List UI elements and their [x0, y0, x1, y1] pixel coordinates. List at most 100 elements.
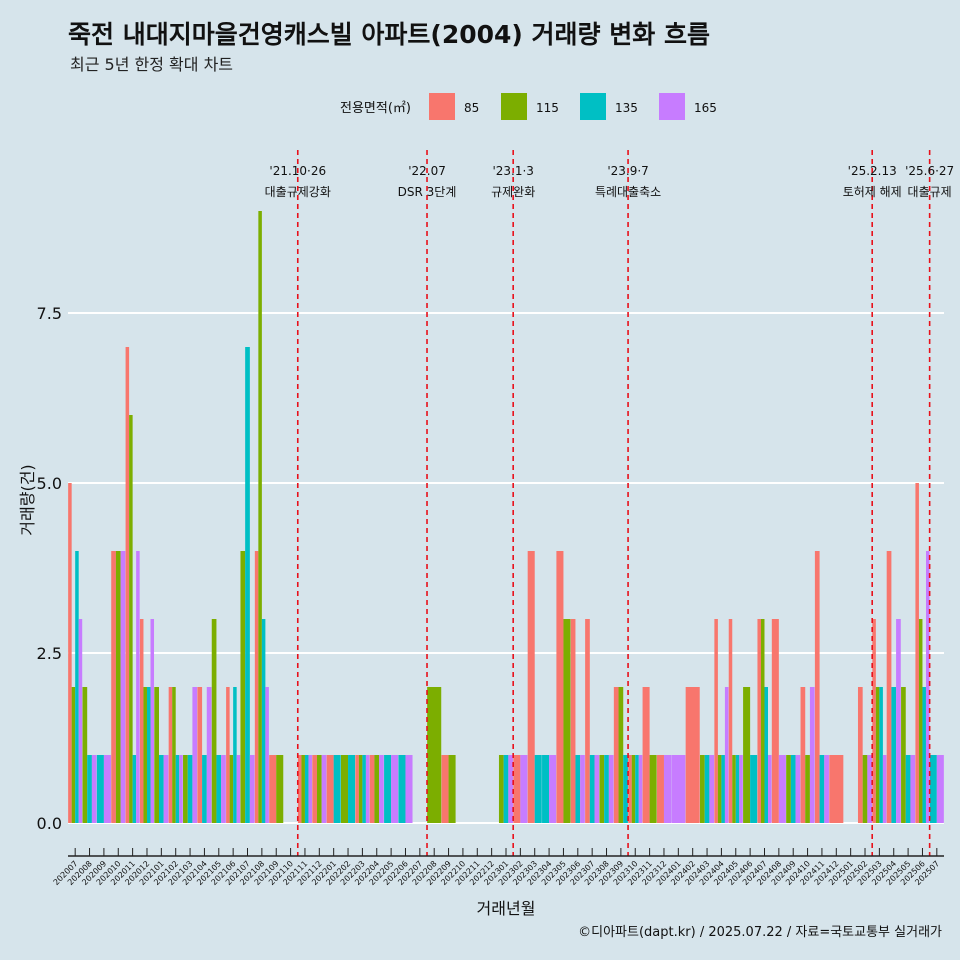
bar-115-202308	[599, 755, 605, 823]
bar-85-202412	[829, 755, 844, 823]
bar-115-202311	[649, 755, 657, 823]
bar-135-202301	[503, 755, 509, 823]
bar-85-202408	[771, 619, 779, 823]
chart-title: 죽전 내대지마을건영캐스빌 아파트(2004) 거래량 변화 흐름	[68, 20, 710, 49]
event-date: '25.2.13	[848, 164, 897, 178]
bar-85-202011	[125, 347, 130, 823]
event-label: 토허제 해제	[843, 185, 902, 199]
bar-135-202011	[132, 755, 137, 823]
bar-165-202404	[724, 687, 729, 823]
x-axis: 2020072020082020092020102020112020122021…	[52, 848, 944, 887]
bar-85-202209	[441, 755, 449, 823]
bar-85-202201	[326, 755, 334, 823]
bar-135-202009	[96, 755, 104, 823]
event-markers: '21.10·26 대출규제강화 '22.07 DSR 3단계 '23.1·3 규제완화 '…	[265, 150, 954, 856]
bar-135-202106	[233, 687, 237, 823]
bar-85-202307	[585, 619, 590, 823]
legend-label-115: 115	[536, 101, 559, 115]
bar-115-202010	[115, 551, 121, 823]
bar-165-202507	[936, 755, 944, 823]
bar-85-202104	[197, 687, 203, 823]
bar-115-202502	[862, 755, 868, 823]
y-tick-label: 2.5	[37, 644, 62, 663]
bar-165-202409	[795, 755, 801, 823]
bar-115-202209	[448, 755, 456, 823]
bar-135-202101	[158, 755, 164, 823]
event-date: '25.6·27	[905, 164, 954, 178]
bar-115-202102	[172, 687, 176, 823]
bar-135-202008	[87, 755, 92, 823]
bar-165-202102	[179, 755, 183, 823]
bar-85-202306	[570, 619, 576, 823]
bars	[68, 211, 944, 823]
bar-135-202105	[216, 755, 222, 823]
bar-135-202507	[929, 755, 937, 823]
bar-85-202203	[355, 755, 359, 823]
legend-label-135: 135	[615, 101, 638, 115]
bar-115-202407	[760, 619, 765, 823]
bar-85-202302	[513, 755, 521, 823]
bar-165-202312	[663, 755, 672, 823]
bar-115-202011	[129, 415, 133, 823]
bar-135-202007	[75, 551, 79, 823]
event-label: 특례대출축소	[595, 185, 661, 199]
event-date: '23.1·3	[492, 164, 533, 178]
bar-165-202205	[391, 755, 399, 823]
bar-85-202504	[886, 551, 892, 823]
bar-115-202203	[358, 755, 363, 823]
bar-115-202109	[276, 755, 284, 823]
bar-115-202008	[82, 687, 88, 823]
bar-135-202206	[398, 755, 406, 823]
event-date: '22.07	[408, 164, 446, 178]
legend: 전용면적(㎡) 85 115 135 165	[340, 93, 717, 120]
bar-115-202105	[211, 619, 217, 823]
bar-115-202409	[786, 755, 791, 823]
bar-135-202406	[750, 755, 758, 823]
bar-135-202202	[348, 755, 356, 823]
bar-115-202404	[717, 755, 722, 823]
bar-165-202307	[594, 755, 600, 823]
bar-115-202111	[301, 755, 305, 823]
bar-115-202406	[743, 687, 751, 823]
bar-85-202108	[254, 551, 259, 823]
bar-85-202303	[527, 551, 535, 823]
y-tick-label: 0.0	[37, 814, 62, 833]
bar-115-202505	[901, 687, 906, 823]
bar-85-202402	[685, 687, 700, 823]
bar-165-202505	[910, 755, 916, 823]
bar-85-202112	[312, 755, 317, 823]
bar-165-202308	[608, 755, 614, 823]
bar-85-202310	[628, 755, 632, 823]
event-label: 대출규제	[908, 185, 952, 199]
caption: ©디아파트(dapt.kr) / 2025.07.22 / 자료=국토교통부 실…	[578, 925, 942, 940]
bar-135-202503	[879, 687, 883, 823]
bar-165-202203	[365, 755, 370, 823]
bar-135-202201	[333, 755, 341, 823]
bar-85-202111	[297, 755, 302, 823]
bar-135-202111	[304, 755, 309, 823]
bar-115-202103	[183, 755, 188, 823]
bar-115-202305	[563, 619, 571, 823]
bar-135-202405	[735, 755, 740, 823]
bar-115-202405	[732, 755, 736, 823]
legend-key-135	[580, 93, 606, 120]
bar-135-202107	[245, 347, 250, 823]
bar-115-202208	[427, 687, 442, 823]
y-axis-label: 거래량(건)	[18, 464, 37, 535]
x-axis-label: 거래년월	[477, 899, 536, 918]
bar-115-202410	[805, 755, 810, 823]
bar-85-202311	[642, 687, 650, 823]
bar-85-202109	[269, 755, 277, 823]
legend-key-165	[659, 93, 685, 120]
bar-165-202101	[163, 755, 169, 823]
y-tick-label: 5.0	[37, 474, 62, 493]
bar-135-202306	[575, 755, 581, 823]
bar-115-202310	[631, 755, 636, 823]
event-date: '21.10·26	[269, 164, 326, 178]
event-date: '23.9·7	[607, 164, 648, 178]
bar-85-202204	[369, 755, 375, 823]
bar-115-202108	[258, 211, 262, 823]
bar-165-202408	[778, 755, 786, 823]
bar-85-202503	[872, 619, 876, 823]
